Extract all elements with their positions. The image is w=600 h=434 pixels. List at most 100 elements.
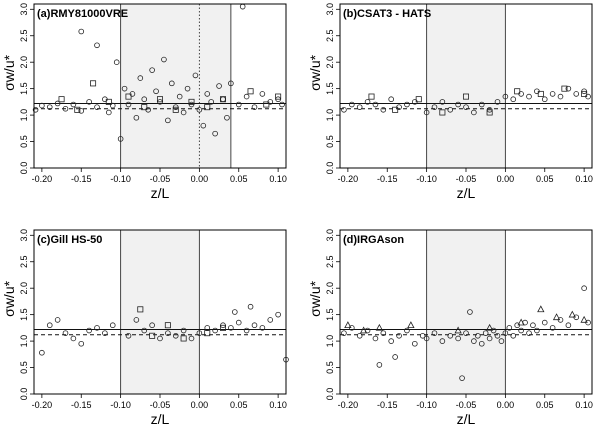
data-point-circle <box>380 107 387 113</box>
x-tick-label: 0.10 <box>269 400 287 410</box>
data-point-circle <box>94 42 100 49</box>
y-tick-label: 1.0 <box>19 335 29 348</box>
data-point-circle <box>247 303 254 310</box>
data-point-circle <box>526 93 532 100</box>
data-point-circle <box>228 325 234 331</box>
data-point-circle <box>165 117 171 124</box>
y-tick-label: 2.0 <box>19 282 29 295</box>
y-tick-label: 0.5 <box>325 361 335 374</box>
data-point-circle <box>534 327 540 334</box>
data-point-circle <box>565 322 572 329</box>
x-axis-title: z/L <box>457 185 476 201</box>
data-point-circle <box>133 114 140 121</box>
data-point-circle <box>498 338 505 344</box>
y-axis-title: σw/u* <box>307 54 323 90</box>
y-tick-label: 1.5 <box>325 82 335 95</box>
data-point-circle <box>502 93 509 100</box>
data-point-circle <box>482 330 489 336</box>
data-point-circle <box>541 96 548 103</box>
data-point-square <box>204 104 211 111</box>
data-point-circle <box>341 330 347 336</box>
data-point-circle <box>180 109 187 116</box>
panel-d: -0.20 -0.15 -0.10 -0.05 0.00 0.05 0.10 0.0 0.5 1.… <box>307 229 593 427</box>
data-point-circle <box>157 335 163 342</box>
y-tick-label: 0.0 <box>325 162 335 175</box>
data-point-circle <box>463 104 469 110</box>
data-point-square <box>90 80 97 87</box>
y-axis-title: σw/u* <box>1 280 17 316</box>
data-point-square <box>275 93 282 100</box>
data-point-circle <box>117 136 124 142</box>
x-tick-label: 0.00 <box>497 400 515 410</box>
panel-c: -0.20 -0.15 -0.10 -0.05 0.00 0.05 0.10 0.0 0.5 1.… <box>1 229 289 427</box>
data-point-circle <box>161 56 167 63</box>
data-point-circle <box>349 101 355 108</box>
data-point-circle <box>102 330 108 336</box>
data-point-circle <box>510 96 517 103</box>
y-tick-label: 0.5 <box>325 135 335 148</box>
data-point-square <box>141 104 148 111</box>
data-point-square <box>180 335 187 342</box>
data-point-circle <box>439 99 446 105</box>
x-tick-label: -0.10 <box>110 174 131 184</box>
data-point-circle <box>423 109 430 116</box>
data-point-square <box>537 90 544 97</box>
data-point-circle <box>251 322 258 329</box>
data-point-circle <box>78 340 85 347</box>
data-point-triangle <box>537 305 545 313</box>
data-point-square <box>219 96 226 103</box>
data-point-circle <box>235 319 242 326</box>
data-point-circle <box>396 333 402 339</box>
x-tick-label: -0.15 <box>71 174 92 184</box>
data-point-square <box>125 93 132 100</box>
y-tick-label: 3.0 <box>19 3 29 16</box>
data-point-circle <box>62 330 69 336</box>
x-tick-label: 0.05 <box>536 174 554 184</box>
data-point-circle <box>235 101 242 108</box>
x-tick-label: -0.20 <box>338 174 359 184</box>
y-tick-label: 0.0 <box>325 388 335 401</box>
data-point-circle <box>549 325 556 331</box>
data-point-circle <box>530 322 536 329</box>
data-point-circle <box>380 330 387 336</box>
data-point-circle <box>376 362 383 368</box>
data-point-circle <box>412 340 418 347</box>
x-tick-label: -0.10 <box>416 174 437 184</box>
x-tick-label: -0.15 <box>377 400 398 410</box>
data-point-triangle <box>407 321 415 329</box>
data-point-circle <box>392 354 398 360</box>
y-tick-label: 3.0 <box>19 229 29 242</box>
y-tick-label: 1.0 <box>19 109 29 122</box>
panel-b: -0.20 -0.15 -0.10 -0.05 0.00 0.05 0.10 0.0 0.5 1.… <box>307 3 593 201</box>
data-point-square <box>247 88 254 95</box>
data-point-circle <box>149 322 155 329</box>
data-point-circle <box>192 72 199 79</box>
data-point-square <box>74 106 81 113</box>
data-point-circle <box>113 59 120 65</box>
data-point-circle <box>364 99 371 105</box>
data-point-circle <box>471 338 477 344</box>
data-point-circle <box>106 109 112 116</box>
y-tick-label: 2.5 <box>19 255 29 268</box>
y-axis-title: σw/u* <box>307 280 323 316</box>
data-point-circle <box>125 101 132 108</box>
shaded-region <box>120 230 200 394</box>
y-tick-label: 0.0 <box>19 388 29 401</box>
data-point-circle <box>133 317 140 323</box>
x-tick-label: -0.05 <box>456 400 477 410</box>
y-tick-label: 2.5 <box>19 29 29 42</box>
x-axis-title: z/L <box>457 411 476 427</box>
data-point-circle <box>176 93 183 100</box>
data-point-circle <box>141 96 148 103</box>
data-point-circle <box>94 104 100 110</box>
y-tick-label: 0.5 <box>19 135 29 148</box>
data-point-circle <box>419 333 426 339</box>
data-point-circle <box>208 99 214 105</box>
data-point-square <box>581 90 588 97</box>
data-point-square <box>368 93 375 100</box>
data-point-circle <box>70 335 77 342</box>
y-tick-label: 3.0 <box>325 229 335 242</box>
shaded-region <box>120 4 231 168</box>
data-point-square <box>137 306 144 313</box>
data-point-circle <box>475 333 481 339</box>
